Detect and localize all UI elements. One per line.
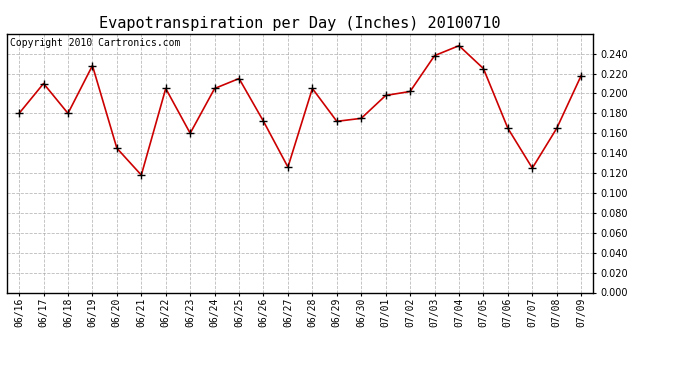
Title: Evapotranspiration per Day (Inches) 20100710: Evapotranspiration per Day (Inches) 2010… xyxy=(99,16,501,31)
Text: Copyright 2010 Cartronics.com: Copyright 2010 Cartronics.com xyxy=(10,38,180,48)
